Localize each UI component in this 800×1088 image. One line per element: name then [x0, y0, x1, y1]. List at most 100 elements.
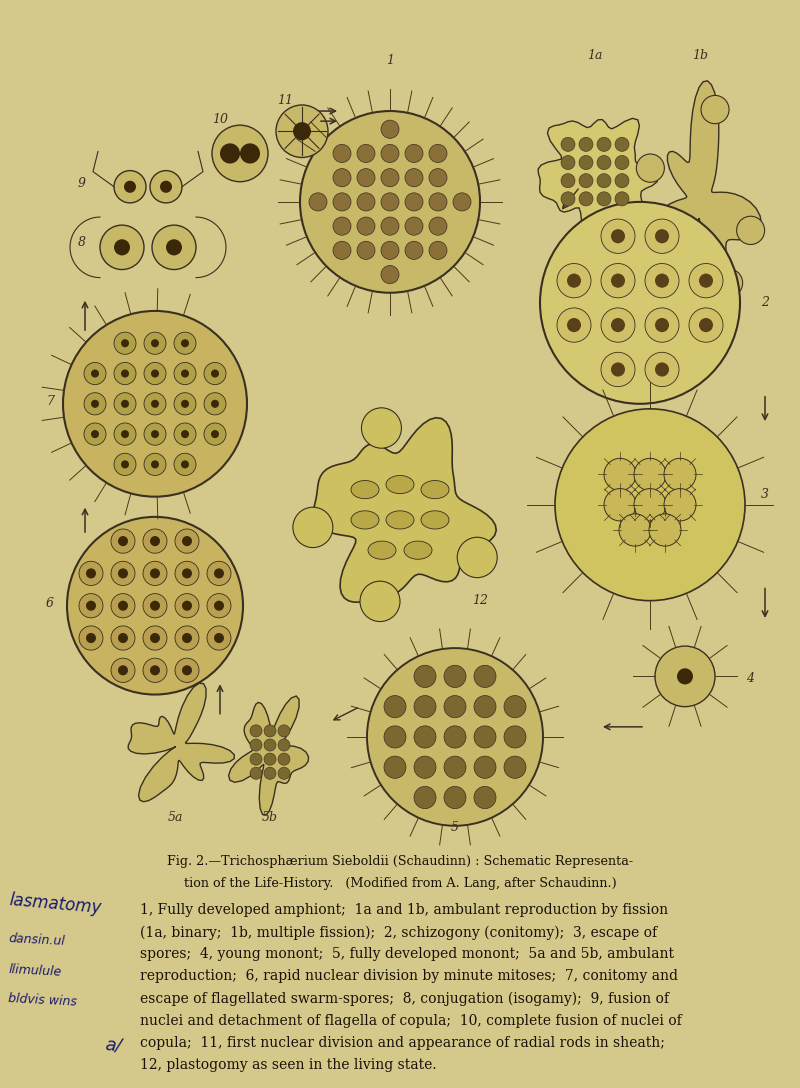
Circle shape [597, 137, 611, 151]
Circle shape [357, 217, 375, 235]
Circle shape [381, 265, 399, 284]
Circle shape [204, 423, 226, 445]
Circle shape [597, 191, 611, 206]
Circle shape [645, 308, 679, 343]
Circle shape [689, 308, 723, 343]
Circle shape [360, 581, 400, 621]
Circle shape [114, 171, 146, 202]
Circle shape [557, 308, 591, 343]
Circle shape [278, 739, 290, 751]
Circle shape [150, 633, 160, 643]
Circle shape [561, 174, 575, 188]
Circle shape [555, 409, 745, 601]
Circle shape [150, 171, 182, 202]
Circle shape [619, 514, 651, 546]
Circle shape [293, 507, 333, 547]
Circle shape [615, 174, 629, 188]
Text: 10: 10 [212, 113, 228, 125]
Text: escape of flagellated swarm-spores;  8, conjugation (isogamy);  9, fusion of: escape of flagellated swarm-spores; 8, c… [140, 991, 669, 1006]
Circle shape [293, 122, 311, 140]
Circle shape [250, 753, 262, 765]
Polygon shape [642, 81, 762, 286]
Circle shape [144, 423, 166, 445]
Circle shape [699, 318, 713, 332]
Circle shape [414, 695, 436, 718]
Text: lasmatomy: lasmatomy [8, 891, 102, 917]
Circle shape [114, 423, 136, 445]
Circle shape [175, 561, 199, 585]
Circle shape [561, 191, 575, 206]
Circle shape [615, 137, 629, 151]
Circle shape [381, 120, 399, 138]
Text: 1a: 1a [587, 49, 602, 62]
Circle shape [114, 239, 130, 256]
Circle shape [601, 308, 635, 343]
Text: 8: 8 [78, 236, 86, 249]
Circle shape [504, 695, 526, 718]
Circle shape [144, 454, 166, 475]
Text: Fig. 2.—Trichosphærium Sieboldii (Schaudinn) : Schematic Representa-: Fig. 2.—Trichosphærium Sieboldii (Schaud… [167, 855, 633, 868]
Circle shape [540, 202, 740, 404]
Text: llimulule: llimulule [8, 963, 62, 979]
Ellipse shape [421, 510, 449, 529]
Circle shape [84, 393, 106, 415]
Circle shape [414, 787, 436, 808]
Circle shape [689, 263, 723, 298]
Text: (1a, binary;  1b, multiple fission);  2, schizogony (conitomy);  3, escape of: (1a, binary; 1b, multiple fission); 2, s… [140, 925, 657, 940]
Circle shape [429, 193, 447, 211]
Circle shape [100, 225, 144, 270]
Circle shape [597, 174, 611, 188]
Circle shape [474, 787, 496, 808]
Circle shape [579, 174, 593, 188]
Circle shape [561, 156, 575, 170]
Circle shape [611, 362, 625, 376]
Circle shape [118, 568, 128, 579]
Circle shape [181, 430, 189, 438]
Circle shape [333, 169, 351, 187]
Circle shape [737, 217, 765, 245]
Circle shape [561, 137, 575, 151]
Circle shape [121, 430, 129, 438]
Circle shape [150, 568, 160, 579]
Circle shape [207, 594, 231, 618]
Text: 1, Fully developed amphiont;  1a and 1b, ambulant reproduction by fission: 1, Fully developed amphiont; 1a and 1b, … [140, 903, 668, 917]
Text: dansin.ul: dansin.ul [8, 932, 66, 948]
Circle shape [381, 193, 399, 211]
Circle shape [174, 332, 196, 355]
Ellipse shape [404, 541, 432, 559]
Text: 3: 3 [761, 489, 769, 502]
Circle shape [175, 529, 199, 553]
Circle shape [597, 156, 611, 170]
Circle shape [655, 646, 715, 707]
Circle shape [611, 318, 625, 332]
Circle shape [276, 104, 328, 158]
Circle shape [114, 332, 136, 355]
Circle shape [634, 489, 666, 521]
Circle shape [309, 193, 327, 211]
Circle shape [182, 568, 192, 579]
Circle shape [645, 219, 679, 254]
Circle shape [655, 318, 669, 332]
Text: tion of the Life-History.   (Modified from A. Lang, after Schaudinn.): tion of the Life-History. (Modified from… [184, 877, 616, 890]
Circle shape [381, 169, 399, 187]
Circle shape [655, 230, 669, 244]
Circle shape [664, 275, 692, 304]
Circle shape [204, 393, 226, 415]
Text: 4: 4 [746, 672, 754, 684]
Circle shape [601, 219, 635, 254]
Circle shape [174, 393, 196, 415]
Circle shape [91, 370, 99, 378]
Circle shape [121, 399, 129, 408]
Circle shape [444, 695, 466, 718]
Circle shape [118, 665, 128, 676]
Circle shape [634, 458, 666, 491]
Text: 11: 11 [277, 95, 293, 108]
Circle shape [86, 601, 96, 610]
Circle shape [381, 242, 399, 259]
Circle shape [567, 273, 581, 287]
Circle shape [214, 568, 224, 579]
Circle shape [429, 242, 447, 259]
Circle shape [114, 393, 136, 415]
Circle shape [212, 125, 268, 182]
Circle shape [414, 756, 436, 778]
